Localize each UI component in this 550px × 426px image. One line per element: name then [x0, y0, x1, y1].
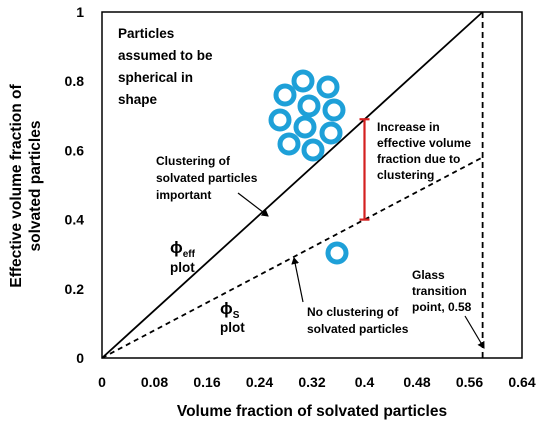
plot-frame	[101, 11, 523, 359]
x-axis-title: Volume fraction of solvated particles	[177, 403, 447, 420]
particle-ring	[322, 98, 346, 122]
series-layer	[101, 11, 484, 359]
y-tick-label: 0.8	[65, 73, 85, 89]
y-axis-title-line1: Effective volume fraction of	[8, 84, 25, 288]
phi-s-subscript: S	[233, 310, 240, 321]
y-tick-label: 0.2	[65, 281, 85, 297]
x-tick-label: 0.48	[403, 374, 430, 390]
particles-note: Particles assumed to be spherical in shape	[118, 26, 213, 107]
particle-ring	[277, 132, 301, 156]
phi-s-plot-label: plot	[220, 320, 245, 335]
no-clustering-note: No clustering of solvated particles	[307, 305, 409, 336]
x-tick-label: 0.56	[456, 374, 483, 390]
clustering-important-note: Clustering of solvated particles important	[156, 154, 258, 202]
x-tick-label: 0.4	[355, 374, 375, 390]
y-tick-label: 1	[76, 4, 84, 20]
particle-ring	[319, 121, 343, 145]
increase-note: Increase in effective volume fraction due …	[377, 120, 471, 182]
y-tick-label: 0.6	[65, 142, 85, 158]
particle-ring	[291, 69, 315, 93]
glass-point-arrow	[464, 315, 485, 349]
x-tick-label: 0.32	[298, 374, 325, 390]
x-tick-label: 0.64	[508, 374, 535, 390]
glass-transition-note: Glass transition point, 0.58	[412, 268, 472, 314]
particle-ring	[297, 94, 321, 118]
particle-ring	[301, 138, 325, 162]
y-tick-labels: 0 0.2 0.4 0.6 0.8 1	[65, 4, 85, 366]
phi-eff-plot-label: plot	[170, 260, 195, 275]
particle-ring	[273, 83, 297, 107]
particle-ring	[268, 108, 292, 132]
particle-ring	[293, 115, 317, 139]
y-axis-title-line2: solvated particles	[27, 121, 44, 252]
no-clustering-arrow	[291, 257, 304, 303]
series-line-phi_eff	[101, 11, 484, 359]
x-tick-labels: 0 0.08 0.16 0.24 0.32 0.4 0.48 0.56 0.64	[98, 374, 536, 390]
x-tick-label: 0	[98, 374, 106, 390]
y-tick-label: 0	[76, 350, 84, 366]
x-tick-label: 0.08	[141, 374, 168, 390]
particle-cluster-illustration	[268, 69, 349, 265]
particle-ring	[316, 75, 340, 99]
markers-layer	[359, 12, 484, 358]
clustering-arrow	[237, 192, 269, 217]
y-tick-label: 0.4	[65, 212, 85, 228]
x-tick-label: 0.16	[193, 374, 220, 390]
phi-eff-symbol: ϕeff	[170, 238, 196, 260]
phi-s-symbol: ϕS	[220, 299, 240, 321]
x-tick-label: 0.24	[246, 374, 273, 390]
particle-ring	[325, 241, 349, 265]
phi-eff-subscript: eff	[183, 249, 196, 260]
